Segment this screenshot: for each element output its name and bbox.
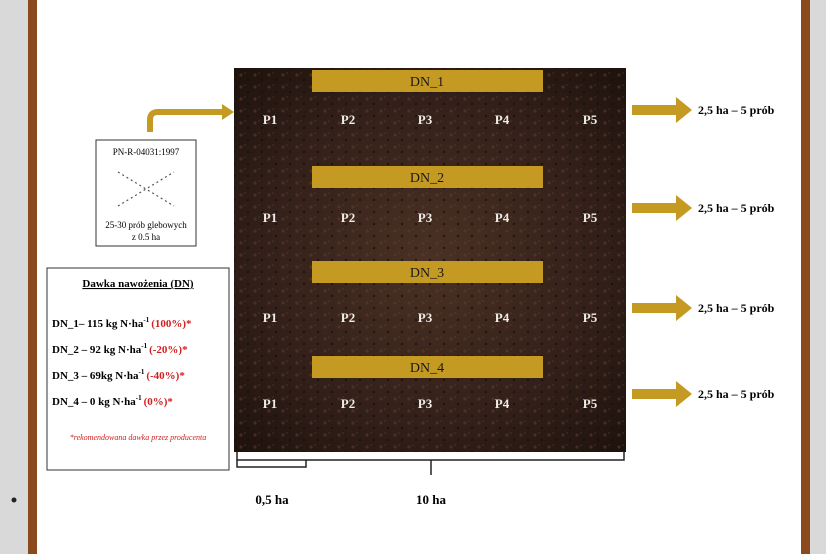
sample-arrow: [632, 105, 676, 115]
dose-label: DN_1: [410, 75, 444, 90]
dose-label: DN_4: [410, 361, 444, 376]
plot-label: P5: [583, 310, 598, 325]
plot-label: P3: [418, 112, 433, 127]
dose-text: DN_1– 115 kg N·ha: [52, 318, 144, 330]
note: 25-30 prób glebowych: [105, 220, 187, 230]
bullet: [12, 498, 17, 503]
legend-row: DN_1– 115 kg N·ha-1(100%)*: [52, 316, 192, 330]
legend-title: Dawka nawożenia (DN): [82, 278, 194, 290]
sampling-label: 2,5 ha – 5 prób: [698, 301, 775, 315]
plot-label: P5: [583, 210, 598, 225]
plot-label: P1: [263, 396, 277, 411]
plot-label: P5: [583, 396, 598, 411]
plot-label: P4: [495, 210, 510, 225]
plot-label: P2: [341, 396, 355, 411]
dose-label: DN_2: [410, 171, 444, 186]
plot-label: P1: [263, 112, 277, 127]
page: {"field": {"doses": [ {"label": "DN_1", …: [0, 0, 826, 554]
dose-text: DN_2 – 92 kg N·ha: [52, 344, 142, 356]
dose-percent: (0%)*: [144, 396, 174, 408]
legend-row: DN_4 – 0 kg N·ha-1(0%)*: [52, 394, 173, 408]
plot-label: P4: [495, 112, 510, 127]
dose-exponent: -1: [143, 316, 149, 324]
sample-arrow: [632, 203, 676, 213]
sample-arrow: [632, 303, 676, 313]
legend-row: DN_3 – 69kg N·ha-1(-40%)*: [52, 368, 185, 382]
footnote: *rekomendowana dawka przez producenta: [70, 433, 207, 442]
sampling-label: 2,5 ha – 5 prób: [698, 387, 775, 401]
plot-label: P1: [263, 210, 277, 225]
standard: PN-R-04031:1997: [113, 147, 180, 157]
diagram: PN-R-04031:1997 25-30 prób glebowych z 0…: [0, 0, 826, 554]
scale-small: 0,5 ha: [255, 492, 289, 507]
dose-text: DN_3 – 69kg N·ha: [52, 370, 139, 382]
sampling-label: 2,5 ha – 5 prób: [698, 201, 775, 215]
legend-row: DN_2 – 92 kg N·ha-1(-20%)*: [52, 342, 188, 356]
plot-label: P5: [583, 112, 598, 127]
note: z 0.5 ha: [132, 232, 160, 242]
sampling-label: 2,5 ha – 5 prób: [698, 103, 775, 117]
plot-label: P4: [495, 396, 510, 411]
dose-percent: (-40%)*: [146, 370, 185, 382]
plot-label: P3: [418, 310, 433, 325]
dose-exponent: -1: [136, 394, 142, 402]
scale-total: 10 ha: [416, 492, 446, 507]
sample-arrow: [632, 389, 676, 399]
dose-percent: (100%)*: [151, 318, 192, 330]
dose-percent: (-20%)*: [149, 344, 188, 356]
plot-label: P1: [263, 310, 277, 325]
dose-exponent: -1: [139, 368, 145, 376]
plot-label: P4: [495, 310, 510, 325]
plot-label: P2: [341, 310, 355, 325]
dose-exponent: -1: [141, 342, 147, 350]
dose-label: DN_3: [410, 266, 444, 281]
dose-text: DN_4 – 0 kg N·ha: [52, 396, 136, 408]
plot-label: P3: [418, 210, 433, 225]
plot-label: P3: [418, 396, 433, 411]
plot-label: P2: [341, 112, 355, 127]
plot-label: P2: [341, 210, 355, 225]
